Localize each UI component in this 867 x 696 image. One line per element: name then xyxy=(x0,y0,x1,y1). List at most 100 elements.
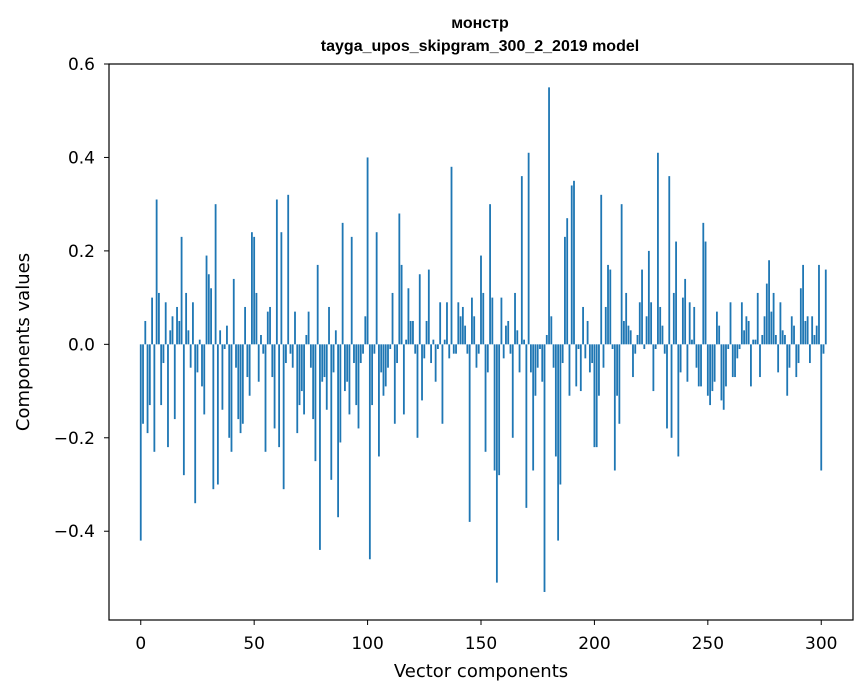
x-tick-label-300: 300 xyxy=(805,634,837,654)
bar-253 xyxy=(713,344,716,382)
x-tick-label-50: 50 xyxy=(243,634,265,654)
x-tick-label-250: 250 xyxy=(692,634,724,654)
bar-194 xyxy=(579,344,582,392)
bar-67 xyxy=(291,344,294,368)
bar-78 xyxy=(316,264,319,345)
bar-64 xyxy=(285,344,287,364)
bar-45 xyxy=(241,344,244,424)
bar-7 xyxy=(155,199,158,345)
bar-130 xyxy=(434,344,437,382)
bar-75 xyxy=(309,344,312,368)
bar-213 xyxy=(623,320,625,345)
bar-114 xyxy=(398,213,401,345)
bar-39 xyxy=(228,344,231,438)
bar-169 xyxy=(523,339,525,345)
bar-32 xyxy=(212,344,215,490)
bar-300 xyxy=(820,344,823,471)
bar-179 xyxy=(545,334,548,345)
bar-241 xyxy=(686,344,689,382)
bar-110 xyxy=(389,344,392,350)
bar-142 xyxy=(461,306,464,345)
bar-60 xyxy=(275,199,278,345)
bar-122 xyxy=(416,344,419,438)
bar-247 xyxy=(700,344,702,387)
bar-135 xyxy=(446,302,448,345)
bar-210 xyxy=(616,344,618,396)
bar-series xyxy=(139,87,827,592)
bar-278 xyxy=(770,311,773,345)
bar-119 xyxy=(409,320,412,345)
bar-264 xyxy=(738,344,741,350)
x-tick-label-100: 100 xyxy=(351,634,383,654)
x-axis-label: Vector components xyxy=(394,661,568,682)
bar-42 xyxy=(235,344,237,368)
bar-31 xyxy=(210,288,212,345)
bar-147 xyxy=(473,316,476,345)
bar-109 xyxy=(387,344,389,368)
bar-198 xyxy=(588,344,591,373)
bar-274 xyxy=(761,334,764,345)
bar-167 xyxy=(518,344,521,373)
bar-44 xyxy=(239,344,242,434)
bar-227 xyxy=(654,344,657,350)
y-tick-label-5: 0.6 xyxy=(68,55,95,75)
bar-91 xyxy=(346,344,349,382)
bar-100 xyxy=(366,157,369,345)
bar-71 xyxy=(300,344,303,392)
bar-49 xyxy=(251,232,253,345)
bar-283 xyxy=(781,330,784,345)
bar-261 xyxy=(731,344,734,378)
bar-11 xyxy=(164,302,167,345)
bar-13 xyxy=(169,330,172,345)
bar-220 xyxy=(638,302,641,345)
bar-226 xyxy=(652,344,655,392)
bar-85 xyxy=(332,344,335,373)
bar-297 xyxy=(813,334,816,345)
bar-164 xyxy=(511,344,514,438)
bar-143 xyxy=(464,325,467,345)
bar-51 xyxy=(255,292,258,345)
bar-202 xyxy=(598,344,600,396)
bar-302 xyxy=(824,269,827,345)
bar-116 xyxy=(402,344,405,415)
bar-37 xyxy=(223,344,226,350)
bar-260 xyxy=(729,302,732,345)
bar-88 xyxy=(339,344,342,443)
bar-121 xyxy=(414,344,417,354)
bar-56 xyxy=(266,311,269,345)
bar-89 xyxy=(341,222,344,345)
bar-177 xyxy=(541,344,544,382)
bar-123 xyxy=(418,274,421,345)
bar-207 xyxy=(609,269,612,345)
bar-276 xyxy=(765,283,768,345)
bar-52 xyxy=(257,344,260,382)
bar-6 xyxy=(153,344,156,452)
bar-270 xyxy=(752,339,755,345)
bar-69 xyxy=(296,344,299,434)
bar-48 xyxy=(248,344,251,396)
bar-95 xyxy=(355,344,358,406)
bar-0 xyxy=(139,344,142,541)
bar-217 xyxy=(632,344,634,378)
bar-254 xyxy=(716,311,718,345)
bar-134 xyxy=(443,339,446,345)
bar-61 xyxy=(278,344,281,448)
bar-240 xyxy=(684,278,687,345)
bar-94 xyxy=(353,344,355,364)
bar-187 xyxy=(564,236,566,345)
bar-111 xyxy=(391,292,394,345)
bar-222 xyxy=(643,344,646,350)
chart-title-line2: tayga_upos_skipgram_300_2_2019 model xyxy=(321,38,639,55)
bar-256 xyxy=(720,344,723,401)
bar-12 xyxy=(167,344,169,448)
bar-285 xyxy=(786,344,789,396)
bar-231 xyxy=(663,344,666,354)
bar-120 xyxy=(412,320,414,345)
bar-243 xyxy=(691,339,693,345)
bar-36 xyxy=(221,344,224,410)
y-tick-label-0: −0.4 xyxy=(54,522,95,542)
bar-34 xyxy=(216,344,219,485)
bar-214 xyxy=(625,292,628,345)
bar-275 xyxy=(763,316,766,345)
